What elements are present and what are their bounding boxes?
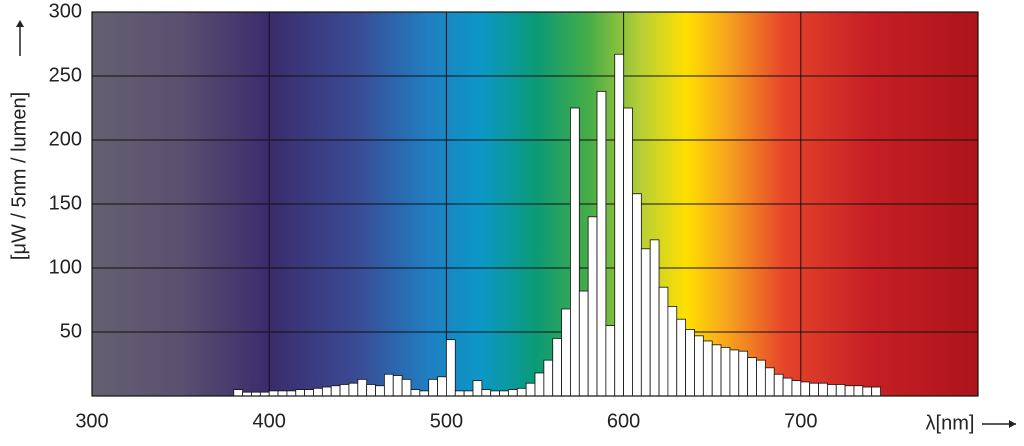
bar: [357, 378, 368, 397]
bar: [516, 387, 527, 397]
bar: [295, 389, 306, 397]
bar: [711, 344, 722, 397]
y-tick-label: 200: [49, 128, 82, 150]
bar: [632, 193, 642, 397]
bar: [782, 377, 793, 397]
bar: [313, 387, 323, 397]
bar: [445, 339, 456, 397]
x-axis-label: λ[nm]: [926, 412, 975, 434]
bar: [738, 350, 749, 397]
bar: [472, 380, 483, 397]
bar: [543, 359, 554, 397]
bar: [853, 385, 864, 397]
y-tick-label: 150: [49, 192, 82, 214]
bar: [508, 389, 518, 397]
y-axis-label: [μW / 5nm / lumen]: [8, 92, 30, 260]
bar: [348, 382, 359, 397]
y-tick-label: 300: [49, 0, 82, 22]
x-arrow-head: [1009, 420, 1016, 428]
bar: [818, 382, 828, 397]
bar: [809, 382, 819, 397]
plot-frame: [91, 11, 979, 397]
bar: [268, 390, 279, 397]
bar: [401, 378, 412, 397]
bar: [552, 337, 562, 397]
bar: [490, 390, 500, 397]
x-tick-label: 500: [430, 410, 463, 432]
x-tick-label: 400: [253, 410, 286, 432]
y-tick-label: 50: [60, 320, 82, 342]
bar: [330, 385, 341, 397]
bar: [826, 384, 837, 397]
bar: [676, 318, 687, 397]
bar: [605, 325, 616, 397]
bar: [392, 375, 403, 397]
y-tick-label: 250: [49, 64, 82, 86]
bar: [578, 290, 589, 397]
bar: [428, 378, 438, 397]
bar: [667, 305, 678, 397]
bar: [561, 308, 571, 397]
bar: [685, 329, 695, 397]
bar: [321, 386, 332, 397]
bar: [286, 390, 297, 397]
x-tick-label: 600: [607, 410, 640, 432]
bar: [587, 216, 598, 397]
bar: [649, 239, 660, 397]
bar: [791, 380, 802, 397]
bar: [773, 373, 784, 397]
bar: [463, 390, 474, 397]
bar: [694, 335, 704, 397]
y-tick-label: 100: [49, 256, 82, 278]
bar: [570, 107, 580, 397]
bar: [481, 389, 492, 397]
bar: [410, 389, 421, 397]
bar: [499, 390, 509, 397]
bar: [339, 384, 350, 397]
bar: [419, 390, 430, 397]
bar: [800, 381, 811, 397]
bar: [764, 367, 775, 397]
bar: [729, 349, 740, 397]
bar: [844, 385, 855, 397]
x-tick-label: 300: [75, 410, 108, 432]
bar: [702, 340, 713, 397]
bar: [835, 384, 846, 397]
bar: [233, 389, 244, 397]
bar: [720, 346, 731, 397]
bar: [747, 357, 757, 397]
bars: [233, 53, 881, 397]
bar: [596, 90, 607, 397]
bar: [614, 53, 624, 397]
bar: [304, 389, 314, 397]
x-tick-label: 700: [784, 410, 817, 432]
bar: [366, 384, 376, 397]
bar: [658, 286, 669, 397]
bar: [534, 372, 545, 397]
bar: [623, 107, 633, 397]
bar: [756, 359, 766, 397]
bar: [375, 385, 385, 397]
bar: [862, 386, 873, 397]
bar: [871, 386, 881, 397]
bar: [383, 373, 394, 397]
bar: [277, 390, 288, 397]
y-arrow-head: [16, 20, 24, 27]
bar: [525, 382, 536, 397]
bar: [437, 376, 447, 397]
bar: [454, 390, 465, 397]
bar: [640, 248, 651, 397]
